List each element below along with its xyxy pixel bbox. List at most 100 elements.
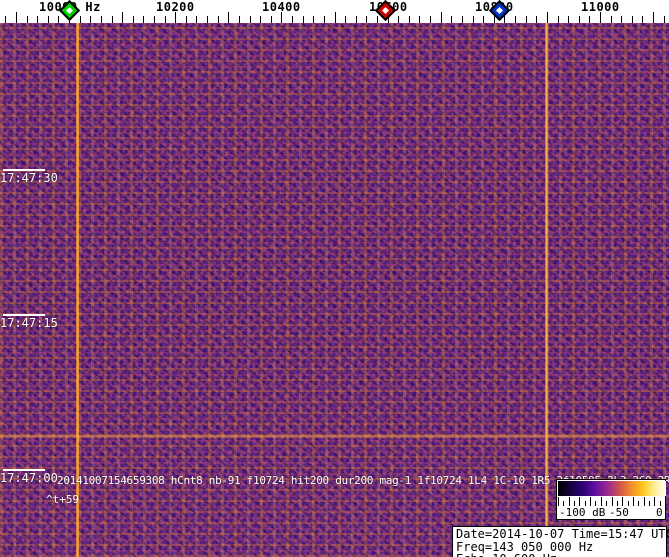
ruler-minor-tick — [90, 16, 91, 23]
ruler-minor-tick — [313, 16, 314, 23]
colorbar-minor-tick — [617, 501, 618, 506]
echo-trace — [0, 435, 669, 438]
ruler-minor-tick — [112, 16, 113, 23]
time-offset-label: ^t+59 — [46, 493, 80, 506]
frequency-ruler: 10000 Hz1020010400106001080011000 — [0, 0, 669, 23]
ruler-minor-tick — [526, 16, 527, 23]
ruler-minor-tick — [58, 16, 59, 23]
info-panel: Date=2014-10-07 Time=15:47 UTC Freq=143 … — [452, 526, 669, 557]
ruler-major-tick — [335, 12, 336, 23]
colorbar-major-tick — [654, 497, 655, 506]
ruler-minor-tick — [430, 16, 431, 23]
ruler-minor-tick — [37, 16, 38, 23]
ruler-minor-tick — [218, 16, 219, 23]
ruler-minor-tick — [207, 16, 208, 23]
time-axis-label: 17:47:00 — [0, 471, 58, 485]
ruler-major-tick — [122, 12, 123, 23]
time-axis-tick — [3, 469, 45, 471]
colorbar-max-label: 0 — [656, 506, 663, 519]
ruler-minor-tick — [589, 16, 590, 23]
time-axis-label: 17:47:15 — [0, 316, 58, 330]
colorbar-gradient — [558, 481, 666, 496]
spectrogram-canvas[interactable]: 17:47:30 17:47:15 17:47:00 201410071546593… — [0, 23, 669, 557]
carrier-line-right — [545, 23, 548, 557]
ruler-minor-tick — [260, 16, 261, 23]
colorbar-major-tick — [569, 497, 570, 506]
colorbar-minor-tick — [660, 501, 661, 506]
ruler-minor-tick — [515, 16, 516, 23]
marker-center-dot — [381, 6, 390, 15]
time-axis-tick — [3, 169, 45, 171]
colorbar-minor-tick — [563, 501, 564, 506]
frequency-tick-label: 10400 — [262, 0, 301, 14]
ruler-minor-tick — [558, 16, 559, 23]
ruler-major-tick — [547, 12, 548, 23]
info-line-echo: Echo=10 600 Hz — [456, 553, 666, 557]
colorbar-major-tick — [590, 497, 591, 506]
ruler-minor-tick — [664, 16, 665, 23]
colorbar: -100 dB -50 0 — [556, 479, 666, 520]
colorbar-minor-tick — [595, 501, 596, 506]
spectrogram-noise-floor — [0, 23, 669, 557]
ruler-minor-tick — [377, 16, 378, 23]
ruler-minor-tick — [356, 16, 357, 23]
colorbar-minor-tick — [606, 501, 607, 506]
ruler-major-tick — [281, 12, 282, 23]
ruler-major-tick — [441, 12, 442, 23]
carrier-line-left — [76, 23, 79, 557]
ruler-minor-tick — [462, 16, 463, 23]
colorbar-mid-label: -50 — [609, 506, 629, 519]
ruler-minor-tick — [303, 16, 304, 23]
ruler-minor-tick — [451, 16, 452, 23]
time-axis-label: 17:47:30 — [0, 171, 58, 185]
colorbar-major-tick — [622, 497, 623, 506]
ruler-major-tick — [175, 12, 176, 23]
colorbar-major-tick — [558, 497, 559, 506]
ruler-minor-tick — [409, 16, 410, 23]
ruler-minor-tick — [398, 16, 399, 23]
colorbar-minor-tick — [585, 501, 586, 506]
ruler-major-tick — [653, 12, 654, 23]
ruler-minor-tick — [642, 16, 643, 23]
colorbar-minor-tick — [638, 501, 639, 506]
ruler-minor-tick — [621, 16, 622, 23]
ruler-minor-tick — [292, 16, 293, 23]
time-axis-tick — [3, 314, 45, 316]
info-line-date: Date=2014-10-07 Time=15:47 UTC — [456, 527, 669, 541]
event-detection-text: 20141007154659308 hCnt8 nb-91 f10724 hit… — [57, 474, 669, 487]
colorbar-major-tick — [579, 497, 580, 506]
colorbar-major-tick — [665, 497, 666, 506]
ruler-minor-tick — [536, 16, 537, 23]
colorbar-major-tick — [633, 497, 634, 506]
colorbar-minor-tick — [574, 501, 575, 506]
colorbar-ticks — [558, 496, 666, 506]
ruler-minor-tick — [250, 16, 251, 23]
colorbar-minor-tick — [649, 501, 650, 506]
ruler-minor-tick — [27, 16, 28, 23]
colorbar-min-label: -100 dB — [559, 506, 606, 519]
ruler-major-tick — [494, 12, 495, 23]
colorbar-major-tick — [601, 497, 602, 506]
colorbar-major-tick — [612, 497, 613, 506]
ruler-minor-tick — [186, 16, 187, 23]
ruler-minor-tick — [239, 16, 240, 23]
ruler-minor-tick — [632, 16, 633, 23]
ruler-minor-tick — [483, 16, 484, 23]
ruler-minor-tick — [345, 16, 346, 23]
frequency-tick-label: 10200 — [156, 0, 195, 14]
ruler-minor-tick — [165, 16, 166, 23]
ruler-minor-tick — [579, 16, 580, 23]
ruler-minor-tick — [154, 16, 155, 23]
ruler-minor-tick — [504, 16, 505, 23]
ruler-major-tick — [228, 12, 229, 23]
frequency-tick-label: 11000 — [581, 0, 620, 14]
colorbar-major-tick — [644, 497, 645, 506]
ruler-minor-tick — [419, 16, 420, 23]
marker-center-dot — [65, 6, 74, 15]
ruler-major-tick — [600, 12, 601, 23]
ruler-minor-tick — [101, 16, 102, 23]
spectrogram-noise-overlay — [0, 23, 669, 557]
ruler-minor-tick — [80, 16, 81, 23]
ruler-minor-tick — [611, 16, 612, 23]
